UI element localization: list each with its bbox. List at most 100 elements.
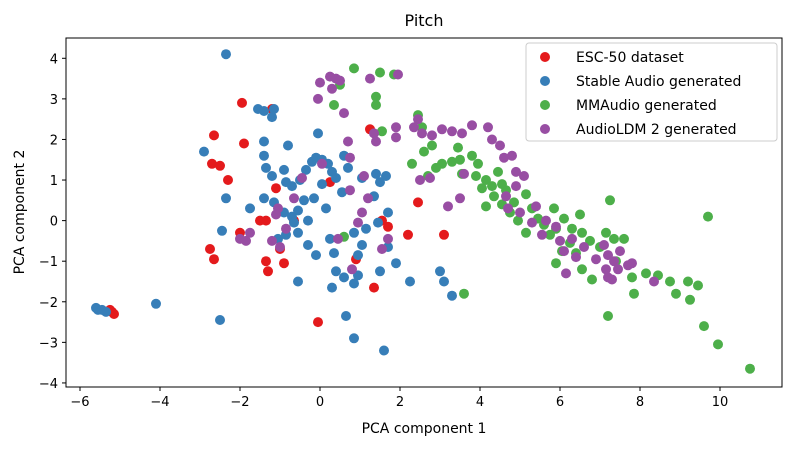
y-tick-label-4: 0 (50, 215, 58, 230)
point-series-0-11 (209, 254, 219, 265)
point-series-1-41 (303, 240, 313, 250)
point-series-3-57 (443, 201, 453, 212)
point-series-1-7 (259, 150, 269, 161)
x-tick-label-4: 2 (396, 395, 404, 410)
point-series-2-59 (603, 311, 613, 321)
y-axis-label: PCA component 2 (12, 150, 28, 275)
point-series-3-45 (599, 240, 609, 250)
point-series-0-20 (369, 282, 379, 293)
point-series-2-54 (609, 233, 619, 244)
legend-label-0: ESC-50 dataset (576, 50, 684, 66)
point-series-3-61 (459, 168, 469, 179)
point-series-3-16 (409, 122, 419, 133)
point-series-3-69 (289, 193, 299, 204)
point-series-3-12 (371, 136, 381, 147)
point-series-2-53 (601, 227, 611, 238)
point-series-1-29 (299, 195, 309, 206)
y-tick-label-6: 2 (50, 133, 58, 148)
point-series-1-8 (283, 140, 293, 151)
point-series-1-78 (349, 333, 359, 344)
y-tick-label-1: −3 (39, 336, 58, 351)
x-tick-label-2: −2 (230, 395, 249, 410)
point-series-1-11 (279, 164, 289, 175)
point-series-1-47 (361, 223, 371, 234)
x-tick-label-8: 10 (712, 395, 729, 410)
point-series-3-49 (615, 246, 625, 257)
point-series-3-53 (627, 258, 637, 269)
point-series-3-75 (241, 235, 251, 246)
point-series-3-64 (363, 193, 373, 204)
point-series-0-13 (263, 266, 273, 277)
point-series-1-36 (303, 215, 313, 226)
point-series-2-25 (493, 166, 503, 177)
y-tick-label-8: 4 (50, 52, 58, 67)
point-series-1-45 (349, 227, 359, 238)
point-series-3-9 (343, 136, 353, 147)
legend-label-3: AudioLDM 2 generated (576, 122, 737, 138)
point-series-2-1 (375, 67, 385, 78)
legend-marker-2 (540, 100, 550, 110)
point-series-2-15 (447, 156, 457, 167)
point-series-3-6 (393, 69, 403, 80)
point-series-2-72 (521, 227, 531, 238)
point-series-2-65 (685, 294, 695, 305)
point-series-3-51 (601, 264, 611, 275)
point-series-2-22 (477, 183, 487, 194)
point-series-0-15 (279, 258, 289, 269)
point-series-1-79 (379, 345, 389, 356)
point-series-2-43 (577, 227, 587, 238)
point-series-1-34 (259, 193, 269, 204)
point-series-1-59 (339, 272, 349, 283)
point-series-2-41 (567, 223, 577, 234)
point-series-1-60 (353, 250, 363, 261)
point-series-0-26 (439, 229, 449, 240)
point-series-3-81 (347, 264, 357, 275)
point-series-2-40 (559, 213, 569, 224)
point-series-3-31 (501, 191, 511, 202)
point-series-1-42 (311, 250, 321, 261)
point-series-2-39 (549, 203, 559, 214)
y-tick-label-0: −4 (39, 377, 58, 392)
point-series-1-77 (341, 311, 351, 321)
point-series-3-2 (335, 75, 345, 86)
legend-label-1: Stable Audio generated (576, 74, 741, 90)
chart-title: Pitch (405, 11, 444, 30)
point-series-1-72 (215, 315, 225, 325)
point-series-3-21 (457, 128, 467, 139)
point-series-2-46 (551, 258, 561, 269)
point-series-2-60 (641, 268, 651, 279)
point-series-1-4 (269, 104, 279, 114)
point-series-1-69 (217, 225, 227, 236)
point-series-3-63 (345, 185, 355, 196)
point-series-2-17 (455, 154, 465, 165)
point-series-1-5 (199, 146, 209, 157)
x-tick-label-6: 6 (556, 395, 564, 410)
point-series-3-71 (271, 209, 281, 220)
point-series-3-33 (515, 207, 525, 218)
point-series-1-0 (221, 49, 231, 60)
point-series-1-52 (381, 171, 391, 181)
y-axis: −4 −3 −2 −1 0 1 2 3 4 (39, 52, 66, 392)
point-series-1-9 (261, 162, 271, 173)
point-series-2-34 (521, 189, 531, 200)
point-series-3-28 (511, 166, 521, 177)
point-series-1-15 (301, 164, 311, 175)
point-series-2-42 (575, 209, 585, 220)
point-series-3-73 (245, 227, 255, 238)
point-series-1-24 (331, 173, 341, 183)
plot-frame (65, 37, 783, 388)
point-series-1-35 (245, 203, 255, 214)
point-series-2-71 (605, 195, 615, 206)
point-series-3-35 (527, 217, 537, 228)
point-series-3-15 (413, 114, 423, 125)
point-series-2-69 (745, 363, 755, 374)
point-series-2-27 (489, 191, 499, 202)
point-series-3-54 (649, 276, 659, 287)
point-series-3-68 (297, 173, 307, 183)
point-series-3-56 (561, 268, 571, 279)
point-series-1-71 (151, 298, 161, 309)
point-series-2-4 (371, 91, 381, 102)
legend-marker-1 (540, 76, 550, 86)
point-series-3-77 (275, 242, 285, 252)
